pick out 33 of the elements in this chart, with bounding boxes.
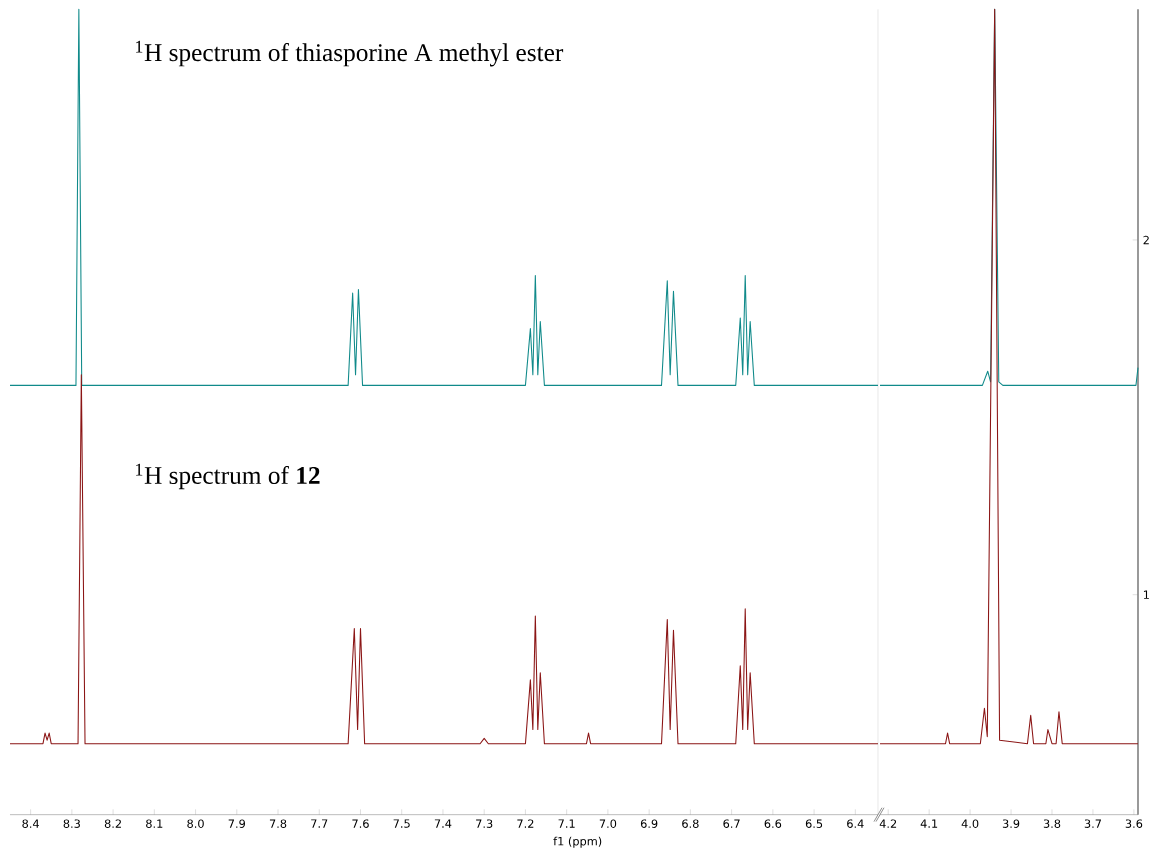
x-tick-label: 3.7 — [1084, 819, 1101, 828]
x-tick-label: 4.1 — [920, 819, 938, 828]
x-tick-label: 8.0 — [187, 819, 204, 828]
y-tick-label: 2 — [1143, 235, 1149, 245]
x-tick-label: 6.4 — [847, 819, 864, 828]
x-tick-label: 7.8 — [269, 819, 287, 828]
x-tick-label: 3.9 — [1002, 819, 1020, 828]
x-tick-label: 6.9 — [640, 819, 658, 828]
x-tick-label: 8.2 — [104, 819, 121, 828]
x-tick-label: 7.5 — [393, 819, 410, 828]
y-tick-label: 1 — [1143, 590, 1149, 599]
x-tick-label: 4.0 — [961, 819, 979, 828]
x-tick-label: 3.8 — [1043, 819, 1061, 828]
x-tick-label: 7.3 — [476, 819, 493, 828]
x-tick-label: 7.1 — [558, 819, 575, 828]
x-tick-label: 3.6 — [1125, 819, 1143, 828]
x-tick-label: 6.6 — [764, 819, 782, 828]
annotation: $^{1}$H spectrum of thiasporine A methyl ester — [136, 40, 564, 67]
x-tick-label: 7.2 — [517, 819, 534, 828]
x-tick-label: 6.8 — [682, 819, 699, 828]
x-tick-label: 8.1 — [146, 819, 163, 828]
x-tick-label: 7.9 — [228, 819, 246, 828]
x-tick-label: 4.2 — [879, 819, 897, 828]
x-axis-title: f1 (ppm) — [553, 836, 602, 848]
annotation: $^{1}$H spectrum of 12 — [136, 463, 320, 490]
x-tick-label: 6.5 — [805, 819, 823, 828]
x-tick-label: 8.3 — [63, 819, 80, 828]
x-tick-label: 7.7 — [311, 819, 328, 828]
x-tick-label: 7.0 — [599, 819, 617, 828]
x-tick-label: 7.4 — [434, 819, 452, 828]
x-tick-label: 8.4 — [22, 819, 39, 828]
x-tick-label: 6.7 — [723, 819, 740, 828]
x-tick-label: 7.6 — [352, 819, 369, 828]
